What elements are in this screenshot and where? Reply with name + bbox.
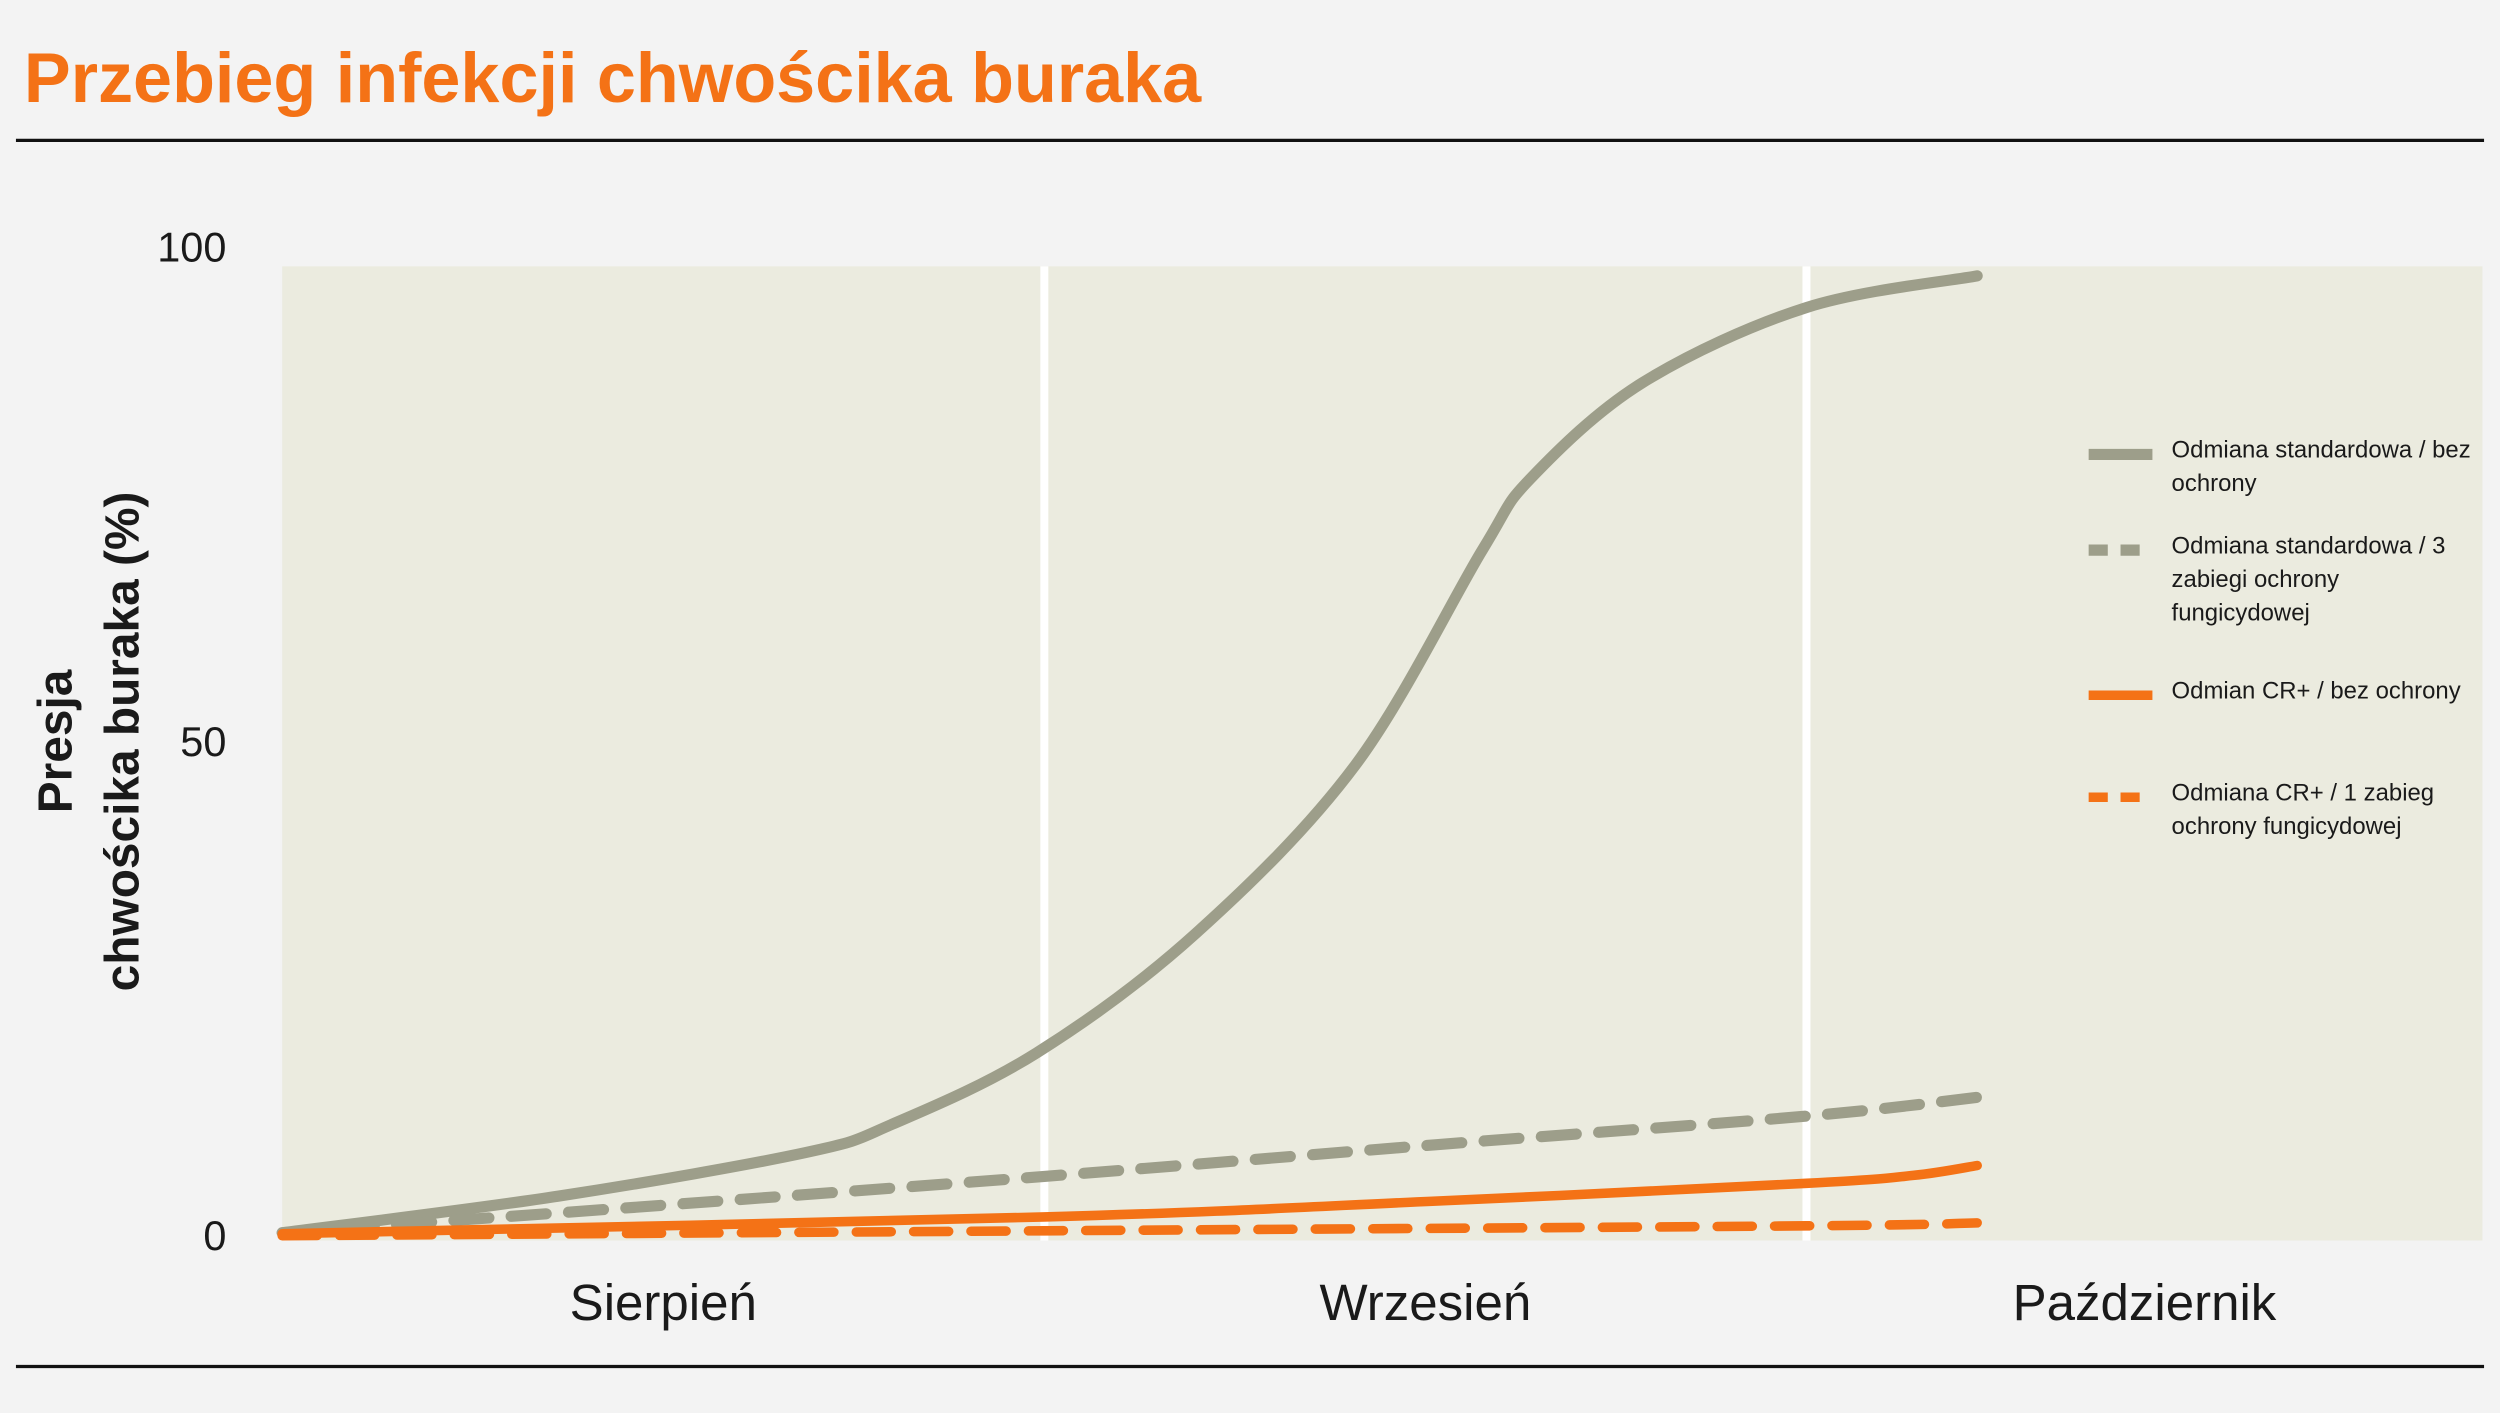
legend-entry: Odmiana standardowa / bez ochrony bbox=[2171, 436, 2471, 498]
y-tick-label: 0 bbox=[203, 1212, 226, 1259]
x-tick-label: Wrzesień bbox=[1320, 1274, 1532, 1331]
legend-entry: Odmian CR+ / bez ochrony bbox=[2171, 677, 2461, 705]
series-line bbox=[276, 1091, 1983, 1239]
y-axis-label-line: chwościka buraka (%) bbox=[97, 492, 150, 992]
x-tick-label: Sierpień bbox=[570, 1274, 757, 1331]
series-line bbox=[276, 270, 1983, 1239]
series-line bbox=[277, 1160, 1982, 1239]
legend-label: Odmiana CR+ / 1 zabieg ochrony fungicydo… bbox=[2171, 779, 2435, 841]
y-tick-label: 50 bbox=[180, 718, 226, 765]
y-tick-label: 100 bbox=[157, 224, 226, 271]
legend-label: Odmiana standardowa / bez ochrony bbox=[2171, 436, 2471, 498]
chart-title: Przebieg infekcji chwościka buraka bbox=[24, 38, 1202, 117]
y-axis-label-line: Presja bbox=[30, 669, 83, 813]
series-line bbox=[277, 1218, 1982, 1241]
y-axis-label: Presja chwościka buraka (%) bbox=[30, 492, 150, 992]
legend-entry: Odmiana standardowa / 3 zabiegi ochrony … bbox=[2171, 532, 2446, 627]
legend-label: Odmiana standardowa / 3 zabiegi ochrony … bbox=[2171, 532, 2446, 627]
x-tick-label: Październik bbox=[2013, 1274, 2277, 1331]
legend-entry: Odmiana CR+ / 1 zabieg ochrony fungicydo… bbox=[2171, 779, 2435, 841]
plot-background bbox=[282, 266, 2483, 1241]
legend-label: Odmian CR+ / bez ochrony bbox=[2171, 677, 2461, 705]
